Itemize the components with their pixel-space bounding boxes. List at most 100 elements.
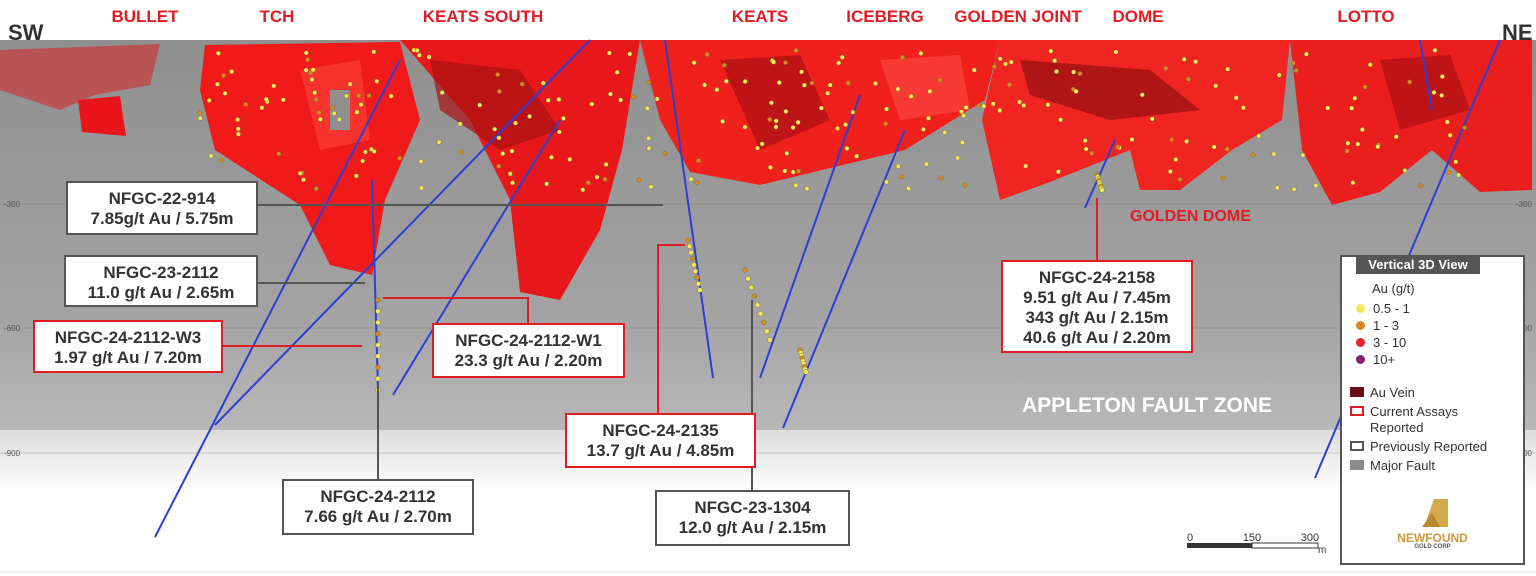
legend-label: 1 - 3	[1373, 318, 1400, 333]
intercept: 13.7 g/t Au / 4.85m	[586, 441, 735, 460]
assay-dot	[908, 93, 914, 99]
assay-dot	[1139, 92, 1145, 98]
callout-box: NFGC-23-2112 11.0 g/t Au / 2.65m	[64, 255, 258, 307]
assay-dot	[809, 80, 815, 86]
assay-dot	[636, 177, 642, 183]
legend-dot	[1356, 321, 1365, 330]
assay-dot	[799, 69, 804, 75]
assay-dot	[844, 145, 850, 151]
assay-dot	[997, 56, 1003, 62]
assay-dot	[960, 140, 965, 145]
callout-box: NFGC-24-2112-W1 23.3 g/t Au / 2.20m	[432, 323, 625, 378]
legend-label: 0.5 - 1	[1373, 301, 1410, 316]
assay-dot	[771, 59, 776, 65]
assay-dot	[316, 110, 322, 116]
assay-dot	[790, 169, 796, 175]
assay-dot	[720, 119, 725, 124]
assay-dot	[495, 72, 501, 78]
assay-dot	[793, 182, 799, 188]
assay-dot	[594, 174, 600, 180]
legend-item: 0.5 - 1	[1354, 301, 1410, 316]
assay-dot	[375, 376, 381, 382]
legend-swatch	[1350, 460, 1364, 470]
legend-swatch	[1350, 387, 1364, 397]
assay-dot	[235, 126, 241, 132]
assay-dot	[301, 177, 306, 183]
assay-dot	[686, 243, 693, 249]
assay-dot	[375, 331, 381, 337]
assay-dot	[271, 83, 277, 89]
assay-dot	[303, 50, 309, 56]
assay-dot	[1023, 163, 1029, 169]
assay-dot	[1073, 89, 1079, 94]
legend-grade-title: Au (g/t)	[1372, 281, 1415, 296]
assay-dot	[1177, 176, 1183, 182]
assay-dot	[607, 50, 612, 56]
assay-dot	[1184, 138, 1190, 144]
scale-segment	[1187, 543, 1252, 548]
assay-dot	[899, 174, 905, 180]
intercept: 40.6 g/t Au / 2.20m	[1023, 328, 1171, 347]
assay-dot	[751, 293, 757, 299]
assay-dot	[971, 67, 977, 73]
assay-dot	[825, 90, 831, 96]
assay-dot	[1213, 83, 1219, 89]
legend-item: Au Vein	[1350, 385, 1510, 401]
assay-dot	[375, 319, 381, 326]
assay-dot	[215, 50, 221, 56]
legend-item: 1 - 3	[1354, 318, 1399, 333]
assay-dot	[783, 60, 788, 65]
assay-dot	[1274, 185, 1280, 191]
assay-dot	[1360, 127, 1365, 133]
assay-dot	[1276, 72, 1282, 78]
assay-dot	[368, 146, 374, 152]
legend-label: Au Vein	[1370, 385, 1415, 400]
assay-dot	[955, 155, 960, 161]
legend-item: Previously Reported	[1350, 439, 1510, 455]
assay-dot	[773, 124, 779, 130]
assay-dot	[330, 105, 335, 111]
assay-dot	[937, 77, 943, 83]
assay-dot	[646, 146, 652, 151]
assay-dot	[648, 184, 654, 190]
assay-dot	[1300, 152, 1306, 158]
assay-dot	[784, 150, 790, 156]
assay-dot	[567, 156, 573, 162]
scale-label: 150	[1243, 532, 1261, 544]
assay-dot	[1350, 180, 1356, 186]
assay-dot	[694, 274, 700, 281]
assay-dot	[697, 287, 703, 293]
assay-dot	[375, 364, 381, 371]
zone-label: TCH	[260, 7, 295, 26]
assay-dot	[1007, 82, 1012, 88]
legend-label: Current Assays Reported	[1370, 404, 1459, 435]
assay-dot	[1367, 62, 1373, 68]
assay-dot	[1344, 148, 1350, 154]
assay-dot	[426, 54, 432, 60]
assay-dot	[850, 109, 856, 115]
assay-dot	[331, 111, 337, 116]
logo-sub: GOLD CORP	[1414, 544, 1451, 550]
assay-dot	[1163, 66, 1169, 71]
golden-dome-label: GOLDEN DOME	[1130, 208, 1251, 225]
assay-dot	[1402, 168, 1408, 173]
assay-dot	[654, 96, 660, 102]
hole-id: NFGC-24-2135	[602, 421, 719, 440]
assay-dot	[1169, 137, 1175, 143]
callout-box: NFGC-22-914 7.85g/t Au / 5.75m	[66, 181, 258, 235]
depth-label: -300	[1516, 200, 1533, 209]
assay-dot	[586, 180, 591, 186]
assay-dot	[1113, 49, 1119, 55]
zone-label: GOLDEN JOINT	[954, 7, 1082, 26]
assay-dot	[961, 113, 967, 119]
assay-dot	[371, 49, 377, 55]
legend-item: Current Assays Reported	[1350, 404, 1510, 436]
assay-dot	[1193, 59, 1199, 65]
assay-dot	[618, 97, 624, 103]
assay-dot	[419, 185, 424, 191]
zone-label: BULLET	[111, 7, 179, 26]
assay-dot	[1115, 144, 1121, 150]
assay-dot	[1211, 144, 1217, 150]
assay-dot	[906, 186, 911, 192]
